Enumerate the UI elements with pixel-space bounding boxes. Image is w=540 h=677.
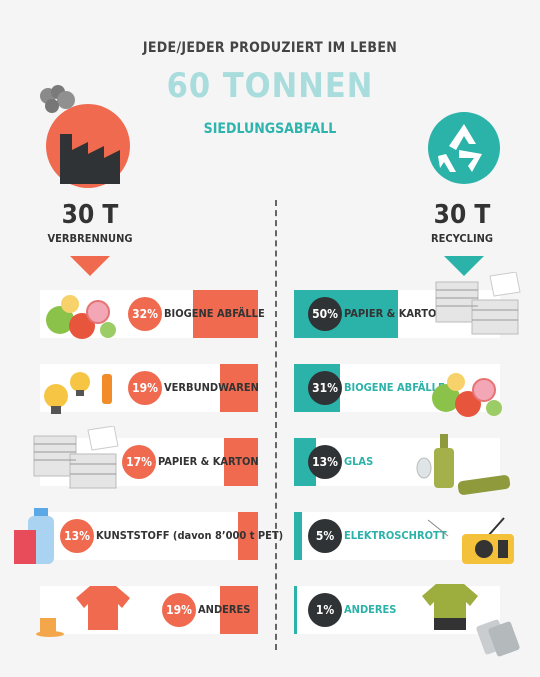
left-category: BIOGENE ABFÄLLE (164, 307, 265, 320)
pill-pack-icon (476, 619, 520, 657)
right-pct: 50% (308, 297, 342, 331)
right-category: GLAS (344, 455, 374, 468)
left-category: ANDERES (198, 603, 251, 616)
right-pct: 1% (308, 593, 342, 627)
right-category: PAPIER & KARTON (344, 307, 445, 320)
left-pct: 19% (162, 593, 196, 627)
headline-total: 60 TONNEN (166, 66, 374, 106)
glass-bottles-icon (416, 434, 511, 495)
left-bar (224, 438, 258, 486)
left-bar (193, 290, 258, 338)
left-pct: 32% (128, 297, 162, 331)
left-arrow-icon (70, 256, 110, 276)
factory-icon (40, 85, 130, 188)
plastic-bottle-icon (14, 508, 54, 564)
right-pct: 13% (308, 445, 342, 479)
right-bar (294, 512, 302, 560)
paper-stack-icon (435, 272, 521, 335)
tshirt-icon (76, 586, 130, 630)
left-bar (220, 364, 258, 412)
headline-top: JEDE/JEDER PRODUZIERT IM LEBEN (142, 40, 398, 56)
right-category: ELEKTROSCHROTT (344, 529, 447, 542)
vegetables-icon (432, 373, 502, 417)
left-category: KUNSTSTOFF (davon 8’000 t PET) (96, 529, 284, 542)
left-pct: 19% (128, 371, 162, 405)
paper-stack-icon (33, 426, 119, 489)
right-pct: 31% (308, 371, 342, 405)
center-divider (275, 200, 277, 650)
right-category: BIOGENE ABFÄLLE (344, 381, 445, 394)
left-pct: 17% (122, 445, 156, 479)
right-label: RECYCLING (430, 232, 494, 245)
left-category: VERBUNDWAREN (164, 381, 259, 394)
recycling-icon (428, 112, 500, 184)
left-label: VERBRENNUNG (47, 232, 133, 245)
left-pct: 13% (60, 519, 94, 553)
radio-icon (427, 517, 514, 564)
lightbulb-lighter-icon (44, 372, 112, 414)
tshirt-icon (422, 584, 478, 630)
left-bar (238, 512, 258, 560)
headline-sub: SIEDLUNGSABFALL (203, 121, 337, 137)
right-amount: 30 T (433, 200, 491, 230)
left-bar (220, 586, 258, 634)
right-category: ANDERES (344, 603, 397, 616)
right-bar (294, 438, 316, 486)
right-arrow-icon (444, 256, 484, 276)
left-amount: 30 T (61, 200, 119, 230)
vegetables-icon (46, 295, 116, 339)
right-pct: 5% (308, 519, 342, 553)
left-category: PAPIER & KARTON (158, 455, 259, 468)
right-bar (294, 586, 297, 634)
cup-icon (36, 618, 64, 637)
